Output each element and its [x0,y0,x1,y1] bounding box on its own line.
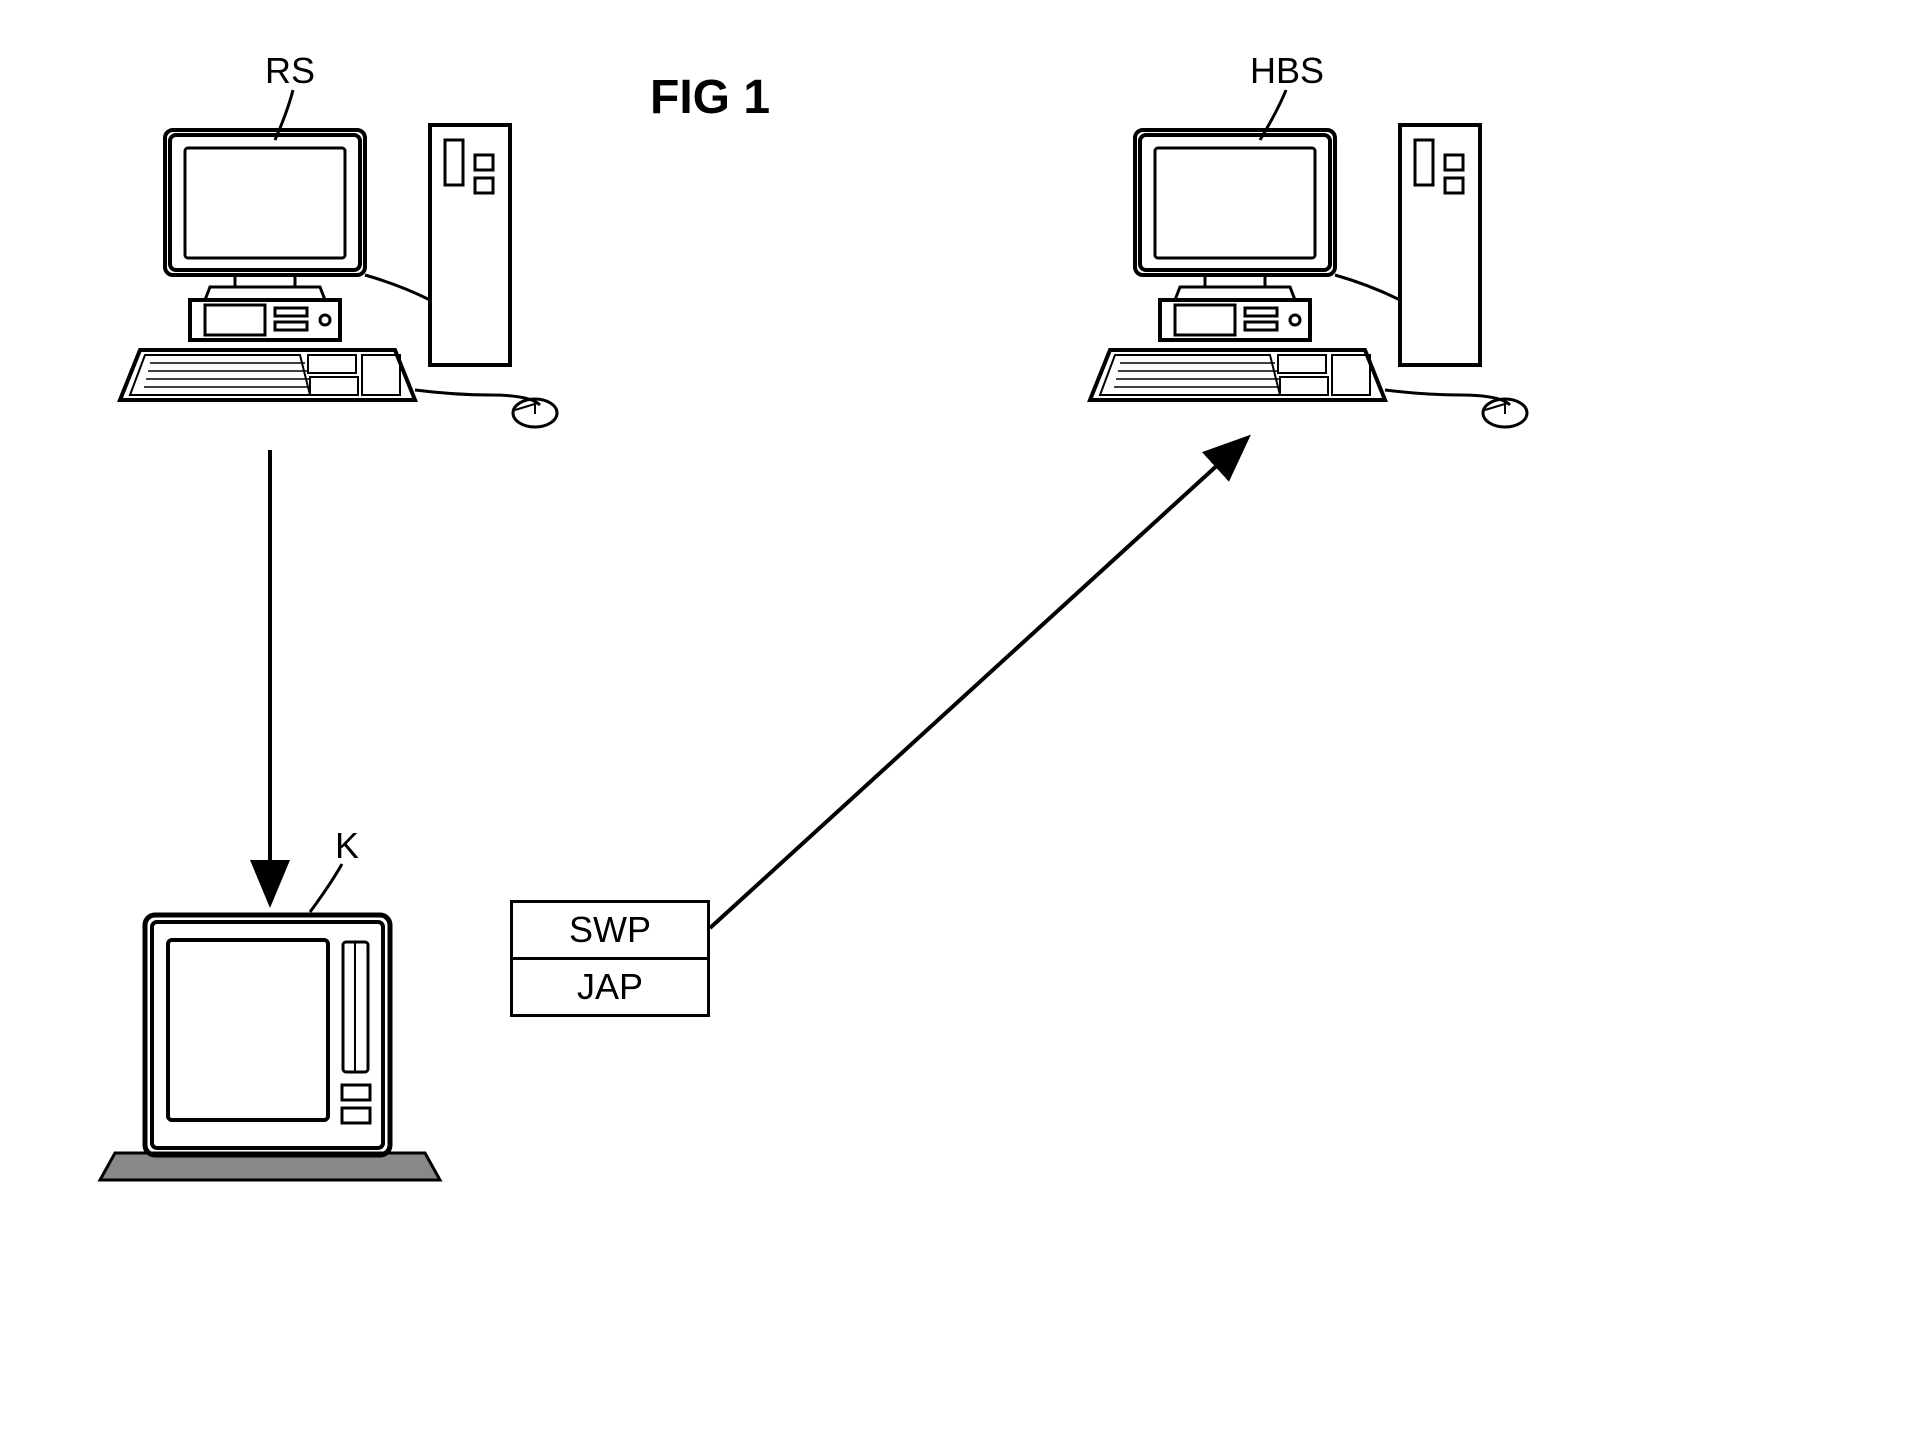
diagram-container: FIG 1 RS HBS K [0,0,1911,1435]
arrow-rs-to-k [0,0,1911,1435]
